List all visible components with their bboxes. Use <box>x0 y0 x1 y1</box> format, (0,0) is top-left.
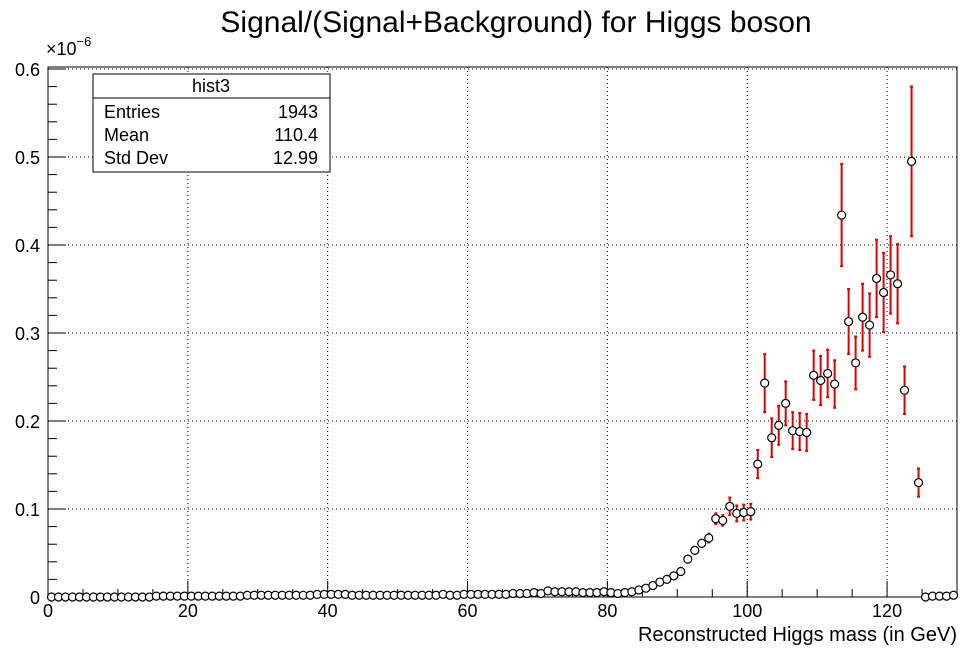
data-point <box>760 378 770 388</box>
stats-stddev-value: 12.99 <box>273 148 318 168</box>
data-point <box>892 279 903 289</box>
data-point <box>858 312 868 322</box>
data-point <box>830 379 840 389</box>
data-point <box>753 459 763 469</box>
data-point <box>746 507 756 517</box>
data-point <box>683 554 693 564</box>
data-point <box>864 320 875 330</box>
data-point <box>662 574 672 585</box>
data-point <box>844 316 854 327</box>
data-point <box>669 571 679 581</box>
stats-box-title: hist3 <box>192 76 230 96</box>
data-markers <box>46 156 959 602</box>
y-tick-label: 0.3 <box>15 324 40 344</box>
x-tick-label: 40 <box>318 601 338 621</box>
x-axis-label: Reconstructed Higgs mass (in GeV) <box>638 624 957 646</box>
data-point <box>913 478 924 488</box>
data-point <box>718 515 728 526</box>
y-tick-label: 0.4 <box>15 236 40 256</box>
data-point <box>851 358 861 368</box>
data-point <box>823 368 833 379</box>
stats-stddev-label: Std Dev <box>104 148 168 168</box>
data-point <box>837 210 847 220</box>
stats-entries-label: Entries <box>104 102 160 122</box>
y-tick-label: 0 <box>30 588 40 608</box>
data-point <box>781 398 791 408</box>
data-point <box>690 545 700 555</box>
y-axis-exponent: ×10−6 <box>46 34 91 59</box>
x-tick-label: 100 <box>732 601 762 621</box>
y-tick-label: 0.5 <box>15 148 40 168</box>
stats-entries-value: 1943 <box>278 102 318 122</box>
x-tick-label: 60 <box>458 601 478 621</box>
data-point <box>906 156 917 166</box>
data-point <box>816 375 826 386</box>
y-tick-label: 0.2 <box>15 412 40 432</box>
stats-box: hist3 Entries 1943 Mean 110.4 Std Dev 12… <box>92 73 331 173</box>
x-tick-label: 0 <box>43 601 53 621</box>
x-tick-label: 120 <box>872 601 902 621</box>
data-point <box>899 385 910 395</box>
y-axis-exponent-power: −6 <box>77 34 92 49</box>
data-point <box>725 501 735 511</box>
data-point <box>676 566 686 577</box>
y-tick-label: 0.6 <box>15 60 40 80</box>
stats-mean-label: Mean <box>104 125 149 145</box>
y-axis-exponent-base: ×10 <box>46 39 77 59</box>
stats-box-frame <box>92 73 331 173</box>
axis-tick-labels: 0 20 40 60 80 100 120 0 0.1 0.2 0.3 0.4 0.5 0.6 <box>15 60 902 621</box>
data-point <box>948 590 959 600</box>
data-point <box>802 427 812 438</box>
chart-title: Signal/(Signal+Background) for Higgs bos… <box>220 6 811 39</box>
data-point <box>809 370 819 380</box>
x-tick-label: 20 <box>178 601 198 621</box>
stats-mean-value: 110.4 <box>274 125 318 145</box>
data-point <box>767 433 777 443</box>
y-tick-label: 0.1 <box>15 500 40 520</box>
data-point <box>648 580 658 591</box>
data-point <box>697 538 707 548</box>
data-point <box>871 273 882 284</box>
error-bars <box>686 85 921 564</box>
data-point <box>878 287 889 298</box>
data-point <box>774 420 784 430</box>
x-tick-label: 80 <box>597 601 617 621</box>
data-point <box>704 533 714 543</box>
data-point <box>885 270 896 280</box>
